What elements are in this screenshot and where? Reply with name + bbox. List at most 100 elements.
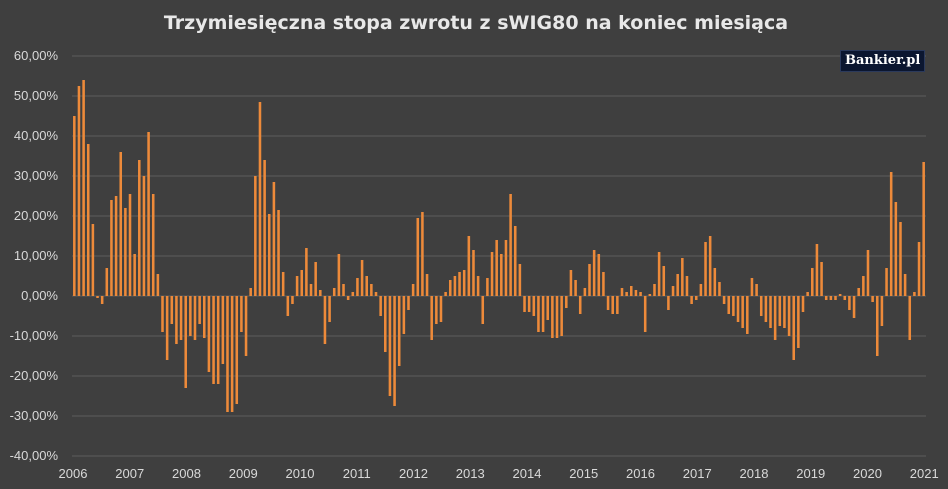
bar bbox=[342, 284, 345, 296]
y-tick-label: -10,00% bbox=[10, 328, 59, 343]
bar bbox=[889, 172, 893, 296]
bar bbox=[690, 296, 693, 304]
bar bbox=[504, 240, 508, 296]
bar bbox=[569, 270, 573, 296]
bar bbox=[328, 296, 331, 322]
bar bbox=[444, 292, 447, 296]
bar bbox=[193, 296, 197, 340]
bar bbox=[230, 296, 234, 412]
bar bbox=[151, 194, 155, 296]
y-tick-label: 60,00% bbox=[14, 48, 59, 63]
bar bbox=[541, 296, 545, 332]
bar bbox=[588, 264, 591, 296]
bar bbox=[773, 296, 777, 340]
bar bbox=[421, 212, 424, 296]
bar bbox=[411, 284, 415, 296]
bar bbox=[360, 260, 364, 296]
bar bbox=[110, 200, 113, 296]
bar bbox=[736, 296, 740, 322]
bar bbox=[727, 296, 731, 314]
bar bbox=[509, 194, 512, 296]
bar bbox=[439, 296, 443, 322]
bar bbox=[379, 296, 382, 316]
bar bbox=[105, 268, 109, 296]
bar bbox=[518, 264, 522, 296]
bar bbox=[500, 254, 503, 296]
bar bbox=[170, 296, 174, 324]
bar bbox=[147, 132, 150, 296]
bar bbox=[203, 296, 206, 338]
bar bbox=[829, 296, 833, 300]
y-axis-ticks: 60,00% 50,00% 40,00% 30,00% 20,00% 10,00% 0,00… bbox=[10, 48, 59, 463]
bar bbox=[249, 288, 252, 296]
bar bbox=[82, 80, 85, 296]
bar bbox=[388, 296, 392, 396]
bar bbox=[393, 296, 396, 406]
bar bbox=[138, 160, 141, 296]
bar bbox=[857, 288, 860, 296]
x-tick-label: 2014 bbox=[513, 466, 542, 481]
bar bbox=[179, 296, 183, 340]
bar bbox=[513, 226, 517, 296]
bar bbox=[407, 296, 410, 310]
bar bbox=[797, 296, 800, 348]
x-tick-label: 2018 bbox=[740, 466, 769, 481]
bar bbox=[866, 250, 870, 296]
bar bbox=[416, 218, 420, 296]
bar bbox=[425, 274, 429, 296]
y-tick-label: 40,00% bbox=[14, 128, 59, 143]
bar bbox=[560, 296, 563, 336]
x-tick-label: 2007 bbox=[115, 466, 144, 481]
bar bbox=[462, 270, 466, 296]
bar bbox=[435, 296, 438, 324]
bar bbox=[291, 296, 294, 304]
bar bbox=[922, 162, 925, 296]
bar bbox=[490, 252, 494, 296]
bar bbox=[263, 160, 266, 296]
bar bbox=[657, 252, 661, 296]
bar bbox=[741, 296, 744, 328]
bar bbox=[481, 296, 485, 324]
bar bbox=[374, 292, 378, 296]
bar bbox=[769, 296, 772, 328]
bar bbox=[894, 202, 898, 296]
bar bbox=[161, 296, 164, 332]
x-tick-label: 2012 bbox=[399, 466, 428, 481]
bar bbox=[806, 292, 809, 296]
bar bbox=[917, 242, 921, 296]
bar bbox=[811, 268, 814, 296]
bar bbox=[495, 240, 498, 296]
bar bbox=[815, 244, 819, 296]
bar bbox=[676, 274, 679, 296]
bar bbox=[240, 296, 243, 332]
gridlines bbox=[72, 55, 926, 457]
x-tick-label: 2016 bbox=[626, 466, 655, 481]
bar bbox=[133, 254, 136, 296]
bar bbox=[671, 286, 675, 296]
bar bbox=[319, 290, 322, 296]
bar bbox=[267, 214, 271, 296]
bar bbox=[356, 278, 359, 296]
bar bbox=[402, 296, 406, 334]
bar bbox=[616, 296, 619, 314]
bar bbox=[448, 280, 452, 296]
x-tick-label: 2021 bbox=[910, 466, 939, 481]
bar bbox=[908, 296, 912, 340]
x-tick-label: 2013 bbox=[456, 466, 485, 481]
bar bbox=[532, 296, 536, 316]
bar bbox=[732, 296, 735, 316]
bar bbox=[546, 296, 550, 320]
bar bbox=[453, 276, 457, 296]
bar bbox=[667, 296, 670, 310]
bar bbox=[708, 236, 712, 296]
bar bbox=[370, 284, 373, 296]
x-tick-label: 2019 bbox=[796, 466, 825, 481]
bar bbox=[281, 272, 285, 296]
bar bbox=[314, 262, 317, 296]
bar bbox=[787, 296, 791, 336]
bar bbox=[86, 144, 90, 296]
bar bbox=[272, 182, 276, 296]
bar bbox=[175, 296, 178, 344]
bar bbox=[685, 276, 689, 296]
